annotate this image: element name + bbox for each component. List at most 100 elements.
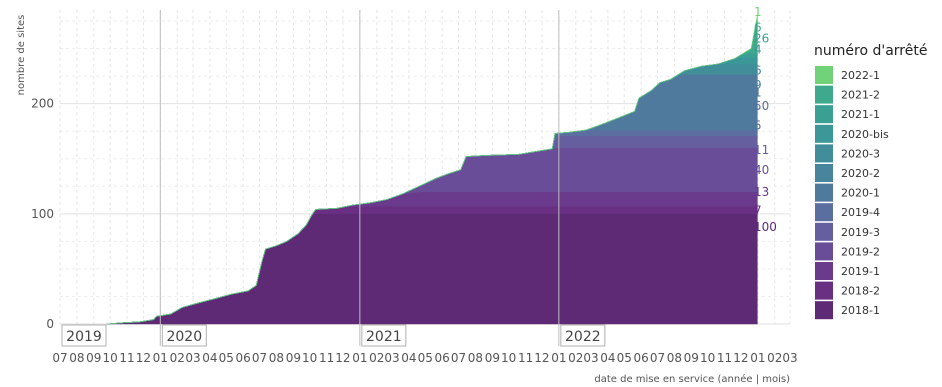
year-box — [161, 324, 207, 347]
x-tick-label: 08 — [667, 351, 682, 365]
legend-label: 2019-3 — [841, 226, 880, 239]
legend-swatch — [815, 144, 833, 163]
x-tick-label: 05 — [418, 351, 433, 365]
legend-label: 2020-3 — [841, 147, 880, 160]
y-axis-label: nombre de sites — [16, 15, 27, 96]
x-tick-label: 07 — [451, 351, 466, 365]
y-tick-label: 100 — [31, 207, 54, 221]
x-tick-label: 08 — [269, 351, 284, 365]
x-tick-label: 02 — [767, 351, 782, 365]
legend-item: 2021-1 — [815, 105, 880, 124]
legend-swatch — [815, 242, 833, 261]
year-lines — [159, 10, 560, 346]
x-tick-label: 05 — [617, 351, 632, 365]
legend-swatch — [815, 203, 833, 222]
legend-label: 2019-1 — [841, 265, 880, 278]
legend-label: 2021-2 — [841, 89, 880, 102]
legend-swatch — [815, 66, 833, 84]
x-tick-label: 11 — [717, 351, 732, 365]
legend-label: 2021-1 — [841, 108, 880, 121]
x-tick-label: 09 — [286, 351, 301, 365]
x-tick-label: 10 — [302, 351, 317, 365]
x-tick-label: 03 — [185, 351, 200, 365]
x-tick-label: 03 — [782, 351, 797, 365]
legend-item: 2018-1 — [815, 301, 880, 320]
legend-item: 2019-3 — [815, 222, 880, 241]
x-axis-ticks: 07 08 09 10 11 12 01 02 03 04 05 06 07 08 09 10 11 12 01 02… — [52, 351, 797, 365]
year-label-box: 2022 — [560, 324, 606, 347]
year-label: 2022 — [565, 329, 601, 345]
x-tick-label: 05 — [219, 351, 234, 365]
legend-item: 2019-1 — [815, 262, 880, 280]
end-label: 6 — [754, 64, 762, 78]
legend-swatch — [815, 262, 833, 280]
x-tick-label: 07 — [52, 351, 67, 365]
end-label: 13 — [754, 185, 769, 199]
legend-label: 2020-2 — [841, 167, 880, 180]
year-label-box: 2019 — [61, 324, 107, 347]
legend-swatch — [815, 281, 833, 300]
legend-label: 2018-1 — [841, 304, 880, 317]
x-tick-label: 09 — [684, 351, 699, 365]
y-tick-label: 0 — [46, 317, 54, 331]
x-tick-label: 01 — [551, 351, 566, 365]
end-label: 9 — [754, 78, 762, 92]
legend-item: 2019-4 — [815, 203, 880, 222]
x-tick-label: 01 — [750, 351, 765, 365]
legend-item: 2020-2 — [815, 164, 880, 182]
legend-label: 2020-bis — [841, 128, 889, 141]
x-tick-label: 09 — [485, 351, 500, 365]
x-tick-label: 07 — [252, 351, 267, 365]
x-tick-label: 04 — [202, 351, 217, 365]
x-tick-label: 10 — [501, 351, 516, 365]
legend-swatch — [815, 124, 833, 143]
legend-label: 2018-2 — [841, 285, 880, 298]
year-label: 2021 — [366, 329, 402, 345]
x-tick-label: 11 — [319, 351, 334, 365]
legend-swatch — [815, 105, 833, 124]
y-tick-label: 200 — [31, 97, 54, 111]
end-label: 5 — [754, 119, 762, 133]
legend-item: 2022-1 — [815, 66, 880, 84]
legend-swatch — [815, 164, 833, 182]
legend-item: 2020-bis — [815, 124, 889, 143]
end-label: 26 — [754, 32, 769, 46]
end-label: 11 — [754, 143, 769, 157]
legend-item: 2020-1 — [815, 183, 880, 202]
x-tick-label: 08 — [69, 351, 84, 365]
legend-label: 2019-4 — [841, 206, 880, 219]
end-label: 1 — [754, 86, 762, 100]
year-box — [61, 324, 107, 347]
legend-label: 2020-1 — [841, 187, 880, 200]
stacked-areas — [106, 15, 758, 325]
x-tick-label: 06 — [236, 351, 251, 365]
year-label: 2020 — [166, 329, 202, 345]
x-tick-label: 02 — [170, 351, 185, 365]
year-box — [361, 324, 407, 347]
x-tick-label: 10 — [103, 351, 118, 365]
x-tick-label: 12 — [335, 351, 350, 365]
x-tick-label: 01 — [352, 351, 367, 365]
end-label: 100 — [754, 220, 777, 234]
x-tick-label: 12 — [534, 351, 549, 365]
x-axis-label: date de mise en service (année | mois) — [594, 373, 790, 385]
legend-item: 2019-2 — [815, 242, 880, 261]
legend-swatch — [815, 85, 833, 104]
x-tick-label: 03 — [384, 351, 399, 365]
year-box — [560, 324, 606, 347]
x-tick-label: 12 — [136, 351, 151, 365]
end-label: 4 — [754, 43, 762, 57]
end-label: 50 — [754, 99, 769, 113]
x-tick-label: 02 — [568, 351, 583, 365]
x-tick-label: 11 — [119, 351, 134, 365]
legend-item: 2020-3 — [815, 144, 880, 163]
x-tick-label: 01 — [153, 351, 168, 365]
x-tick-label: 09 — [86, 351, 101, 365]
legend-label: 2022-1 — [841, 69, 880, 82]
legend-item: 2018-2 — [815, 281, 880, 300]
end-label: 6 — [754, 21, 762, 35]
area-series-2022-1 — [106, 15, 758, 325]
x-tick-label: 08 — [468, 351, 483, 365]
